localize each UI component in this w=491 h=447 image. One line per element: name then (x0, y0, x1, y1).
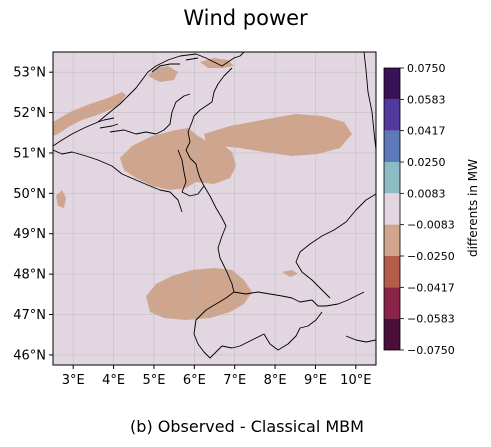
colorbar-tick-label: −0.0750 (407, 344, 455, 357)
figure-caption: (b) Observed - Classical MBM (130, 417, 364, 436)
lat-tick-label: 48°N (13, 268, 46, 283)
border-france-switzerland (193, 291, 241, 359)
colorbar-tick-label: −0.0417 (407, 281, 455, 294)
colorbar-tick-label: −0.0583 (407, 313, 455, 326)
region-north-sea (148, 66, 178, 82)
colorbar-bin (384, 287, 400, 319)
lon-tick-label: 3°E (62, 373, 85, 388)
region-east-germany (204, 114, 352, 156)
border-switzerland-germany (233, 291, 365, 307)
colorbar-bin (384, 318, 400, 350)
lat-tick-label: 50°N (13, 187, 46, 202)
lon-tick-label: 9°E (304, 373, 327, 388)
lat-tick-label: 53°N (13, 66, 46, 81)
lon-tick-label: 10°E (340, 373, 371, 388)
latitude-axis: 53°N 52°N 51°N 50°N 49°N 48°N 47°N 46°N (13, 66, 53, 363)
colorbar-bin (384, 256, 400, 288)
region-east-small (282, 270, 298, 277)
colorbar-bin (384, 224, 400, 256)
border-luxembourg (177, 149, 205, 197)
lat-tick-label: 47°N (13, 308, 46, 323)
colorbar-tick-label: −0.0083 (407, 219, 455, 232)
region-central (120, 128, 236, 190)
colorbar-tick-label: 0.0250 (407, 156, 446, 169)
colorbar-tick-label: 0.0417 (407, 125, 446, 138)
coastline-islands (151, 57, 199, 73)
colorbar-bin (384, 99, 400, 131)
border-germany-poland (363, 52, 376, 151)
map-gridlines (53, 52, 376, 365)
lon-tick-label: 8°E (264, 373, 287, 388)
lon-tick-label: 4°E (102, 373, 125, 388)
colorbar-frame (383, 67, 401, 351)
lat-tick-label: 52°N (13, 106, 46, 121)
lat-tick-label: 46°N (13, 348, 46, 363)
colorbar: 0.0750 0.0583 0.0417 0.0250 0.0083 −0.0083 −0.… (383, 62, 455, 357)
colorbar-bin (384, 130, 400, 162)
colorbar-tick-label: 0.0583 (407, 93, 446, 106)
border-austria-italy (345, 335, 376, 343)
border-germany-france (203, 185, 235, 293)
longitude-axis: 3°E 4°E 5°E 6°E 7°E 8°E 9°E 10°E (62, 365, 371, 388)
lat-tick-label: 51°N (13, 146, 46, 161)
coastline-estuary (97, 117, 119, 129)
coastline-and-borders (53, 52, 376, 359)
region-west-small (56, 190, 66, 208)
lon-tick-label: 5°E (142, 373, 165, 388)
colorbar-bin (384, 162, 400, 194)
border-germany-czech (295, 193, 376, 299)
colorbar-bin (384, 193, 400, 225)
map-background (53, 52, 376, 365)
lon-tick-label: 7°E (223, 373, 246, 388)
lat-tick-label: 49°N (13, 227, 46, 242)
colorbar-tick-label: 0.0083 (407, 187, 446, 200)
map-title: Wind power (183, 6, 308, 30)
border-belgium-netherlands (109, 93, 191, 135)
colorbar-tick-label: 0.0750 (407, 62, 446, 75)
coastline (53, 52, 245, 147)
colorbar-bin (384, 68, 400, 100)
border-france-belgium (53, 149, 183, 213)
lon-tick-label: 6°E (183, 373, 206, 388)
colorbar-tick-label: −0.0250 (407, 250, 455, 263)
map-frame (52, 51, 377, 366)
border-netherlands-germany (185, 67, 233, 179)
negative-difference-regions (53, 58, 352, 320)
border-switzerland-italy (239, 311, 323, 351)
region-south (146, 268, 252, 320)
colorbar-label: differents in MW (466, 159, 480, 257)
region-northwest (53, 92, 126, 136)
